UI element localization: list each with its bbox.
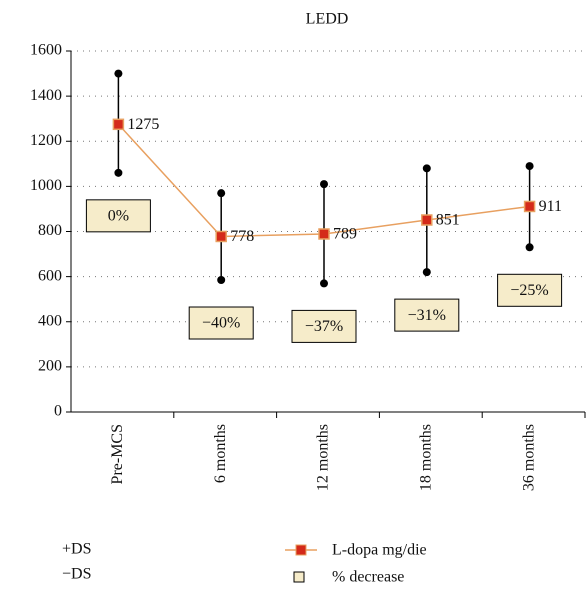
percent-box-bg xyxy=(188,306,254,340)
y-tick-label: 1000 xyxy=(30,177,62,194)
y-tick-label: 800 xyxy=(38,222,62,239)
percent-label: −37% xyxy=(305,318,343,335)
plus-ds-point xyxy=(114,69,123,78)
percent-box-bg xyxy=(85,199,151,233)
plus-ds-point xyxy=(217,189,226,198)
y-tick-label: 1200 xyxy=(30,132,62,149)
l-dopa-marker xyxy=(318,228,330,240)
minus-ds-point xyxy=(114,168,123,177)
plus-ds-point xyxy=(525,162,534,171)
percent-box: 0% xyxy=(85,199,151,233)
x-tick-label: 18 months xyxy=(417,424,434,491)
x-tick-label: 36 months xyxy=(520,424,537,491)
y-tick-label: 200 xyxy=(38,358,62,375)
y-tick-label: 400 xyxy=(38,312,62,329)
percent-label: −31% xyxy=(408,307,446,324)
percent-box-bg xyxy=(497,273,563,307)
percent-box: −31% xyxy=(394,298,460,332)
chart-title: LEDD xyxy=(306,11,349,28)
l-dopa-marker xyxy=(112,118,125,131)
y-tick-label: 600 xyxy=(38,267,62,284)
legend-label: L-dopa mg/die xyxy=(332,542,427,559)
l-dopa-marker xyxy=(421,214,433,226)
plus-ds-point xyxy=(422,164,431,173)
minus-ds-point xyxy=(422,268,431,277)
l-dopa-marker xyxy=(523,200,536,213)
plus-ds-point xyxy=(320,180,328,189)
minus-ds-point xyxy=(217,276,226,285)
data-label: 911 xyxy=(539,198,562,215)
minus-ds-point xyxy=(525,243,534,252)
legend-label: % decrease xyxy=(332,569,404,586)
percent-box: −40% xyxy=(188,306,254,340)
percent-label: −25% xyxy=(510,282,548,299)
percent-label: 0% xyxy=(108,208,129,225)
data-label: 789 xyxy=(333,226,357,243)
y-tick-label: 0 xyxy=(54,403,62,420)
x-tick-label: Pre-MCS xyxy=(109,424,126,484)
legend-marker xyxy=(293,571,305,583)
y-tick-label: 1600 xyxy=(30,42,62,59)
x-tick-label: 12 months xyxy=(315,424,332,491)
percent-box-bg xyxy=(394,298,460,332)
percent-label: −40% xyxy=(202,315,240,332)
legend-label: −DS xyxy=(62,566,91,583)
y-tick-label: 1400 xyxy=(30,87,62,104)
data-label: 851 xyxy=(436,212,460,229)
data-label: 1275 xyxy=(127,116,159,133)
percent-box-bg xyxy=(291,309,357,343)
x-tick-label: 6 months xyxy=(212,424,229,483)
minus-ds-point xyxy=(320,279,328,288)
l-dopa-marker xyxy=(215,230,227,243)
data-label: 778 xyxy=(230,228,254,245)
legend-label: +DS xyxy=(62,541,91,558)
legend-marker xyxy=(295,544,307,556)
percent-box: −25% xyxy=(497,273,563,307)
percent-box: −37% xyxy=(291,309,357,343)
